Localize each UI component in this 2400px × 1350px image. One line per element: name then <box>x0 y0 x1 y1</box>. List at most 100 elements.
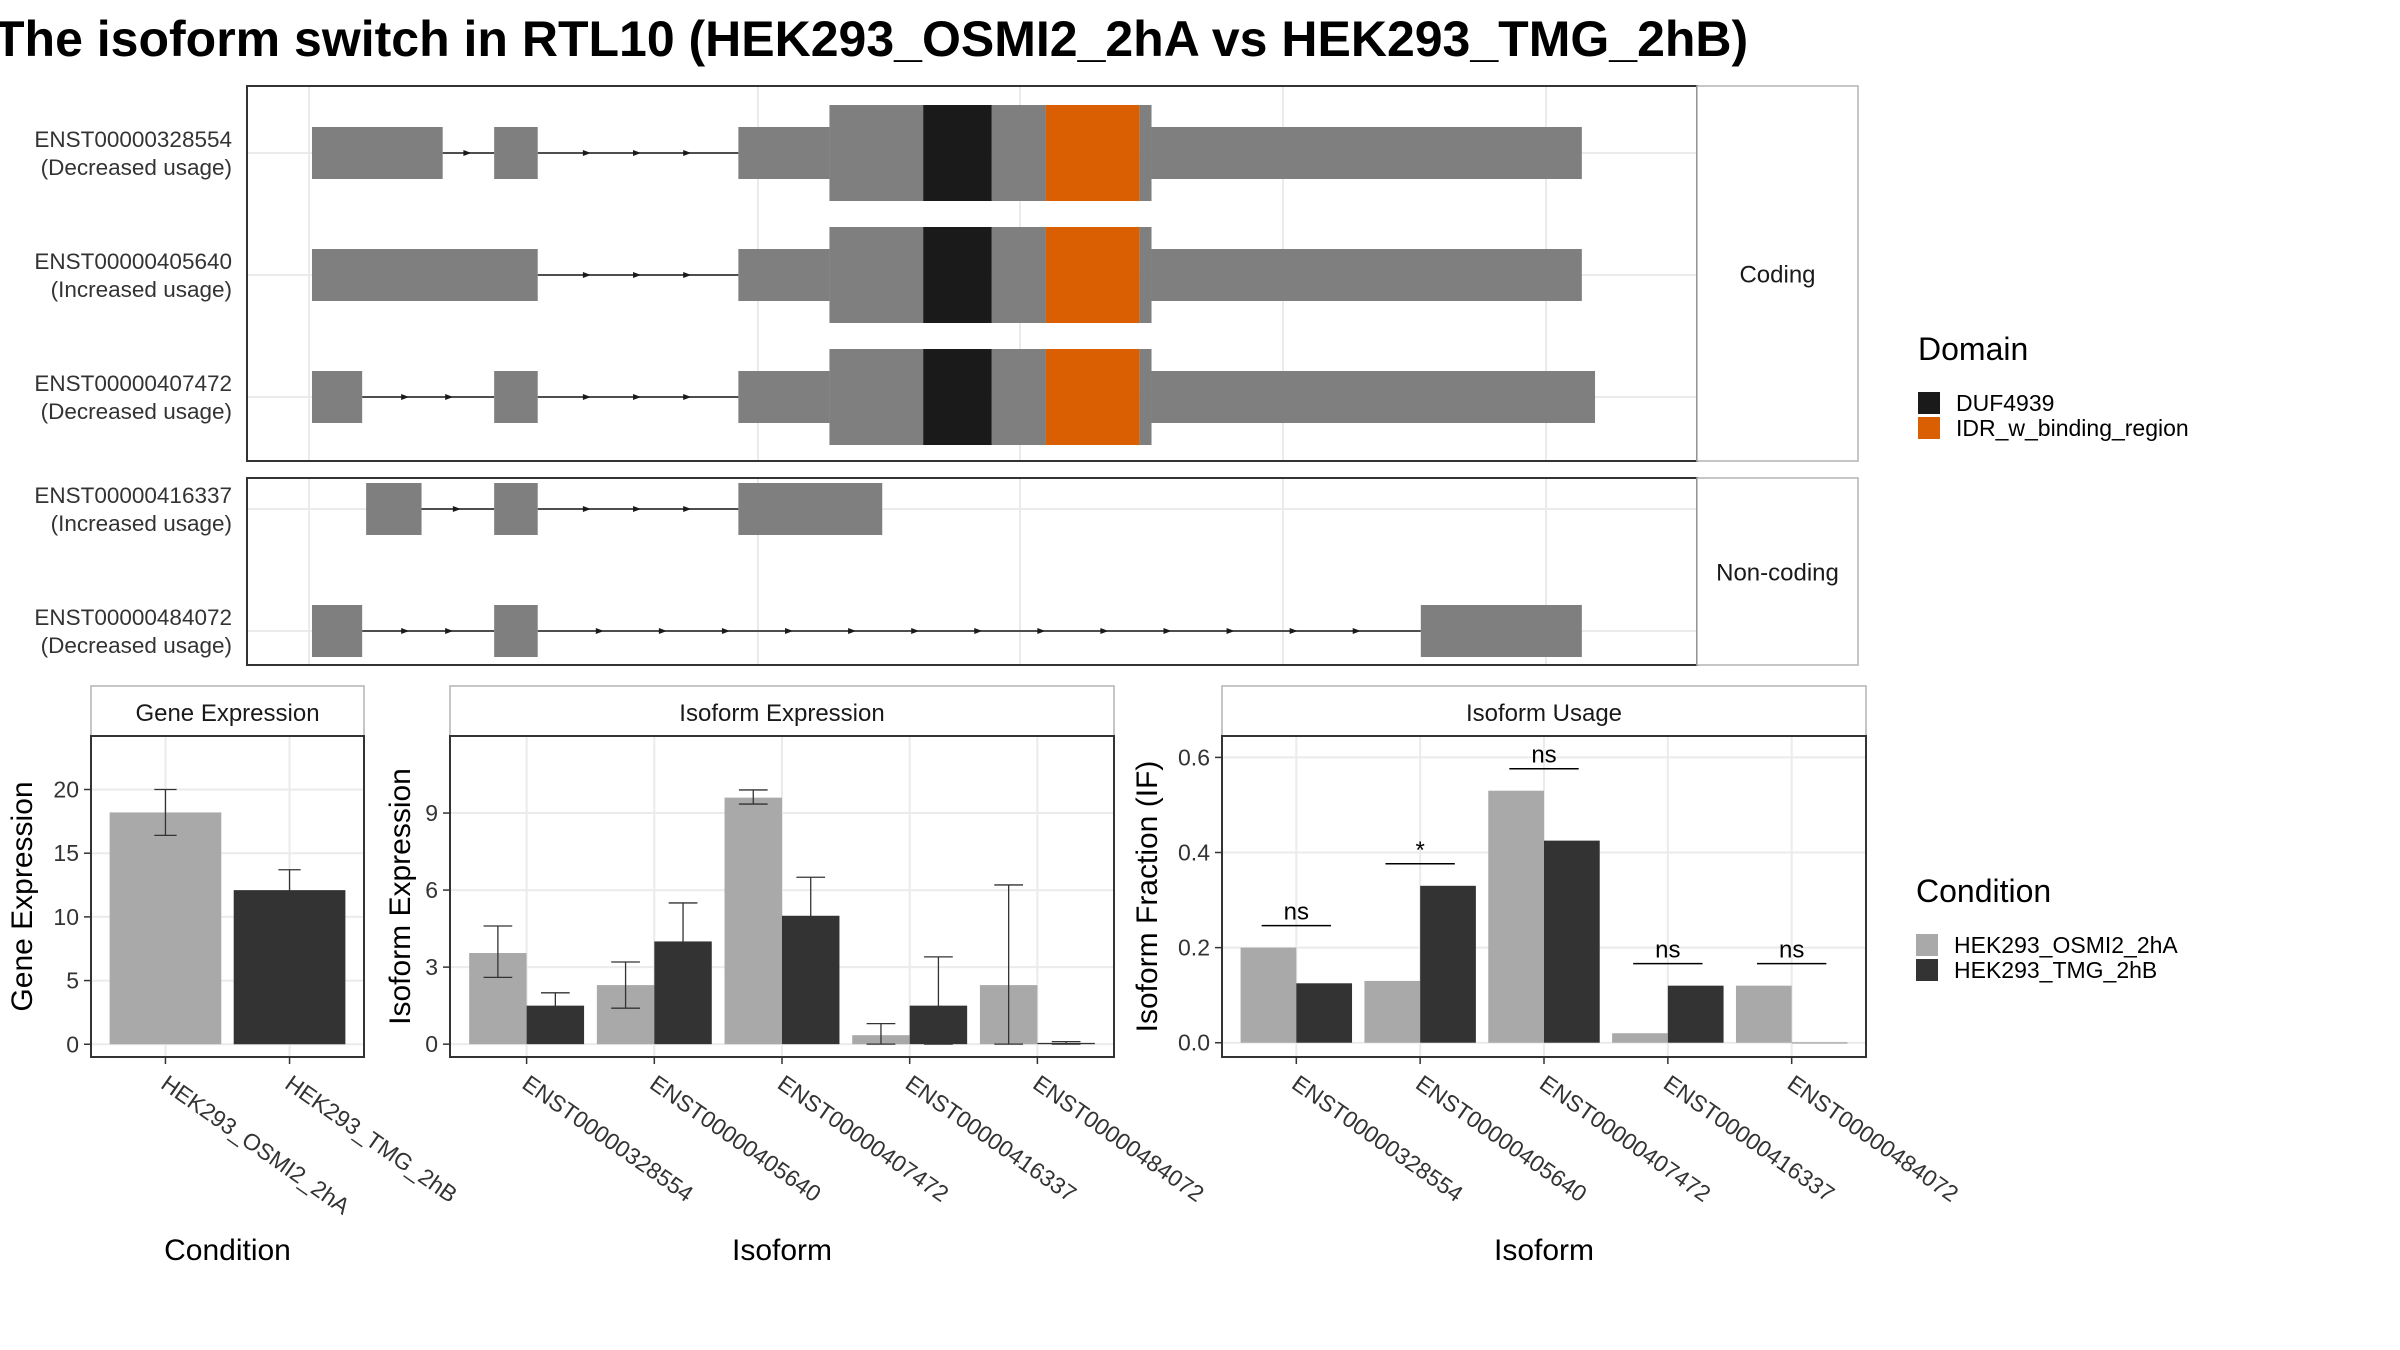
exon-block <box>829 349 924 445</box>
transcript-id-label: ENST00000484072 <box>34 605 232 630</box>
legend-label: HEK293_TMG_2hB <box>1954 957 2157 983</box>
facet-strip <box>1696 85 1859 462</box>
legend-label: HEK293_OSMI2_2hA <box>1954 932 2178 958</box>
exon-block <box>312 371 363 423</box>
legend-title: Condition <box>1916 873 2051 909</box>
intron-arrow <box>582 150 591 156</box>
intron-arrow <box>1352 628 1361 634</box>
intron-arrow <box>785 628 794 634</box>
exon-block <box>1151 127 1582 179</box>
chart-strip-label: Isoform Usage <box>1466 700 1622 727</box>
intron-arrow <box>401 394 410 400</box>
domain-block-idr_w_binding_region <box>1045 349 1140 445</box>
facet-strip <box>1696 477 1859 666</box>
bar <box>1364 980 1421 1043</box>
transcript-id-label: ENST00000328554 <box>34 127 232 152</box>
intron-arrow <box>452 506 461 512</box>
y-tick-label: 10 <box>53 904 79 930</box>
significance-label: ns <box>1284 899 1309 926</box>
x-axis-title: Isoform <box>732 1234 832 1267</box>
transcript-id-label: ENST00000407472 <box>34 371 232 396</box>
domain-block-duf4939 <box>923 227 992 323</box>
y-tick-label: 0.6 <box>1178 744 1210 770</box>
intron-arrow <box>633 506 642 512</box>
legend-swatch <box>1916 959 1938 981</box>
exon-block <box>312 249 538 301</box>
transcript-ENST00000484072 <box>312 605 1582 657</box>
y-tick-label: 0.0 <box>1178 1030 1210 1056</box>
exon-block <box>1139 349 1152 445</box>
exon-block <box>738 127 830 179</box>
bar <box>724 797 782 1045</box>
intron-arrow <box>445 628 454 634</box>
bar <box>109 812 222 1045</box>
transcript-structure-panel: Coding ENST00000328554 (Decreased usage) EN… <box>34 85 1859 666</box>
facet-strip-label: Coding <box>1739 262 1815 289</box>
y-tick-label: 0 <box>66 1031 79 1057</box>
legend-label: DUF4939 <box>1956 390 2054 416</box>
intron-arrow <box>721 628 730 634</box>
exon-block <box>1151 249 1582 301</box>
legend-title: Domain <box>1918 331 2028 367</box>
bar <box>1735 985 1792 1043</box>
chart-isoform-expression: Isoform Expression0369ENST00000328554ENS… <box>384 685 1209 1267</box>
y-axis-title: Isoform Fraction (IF) <box>1131 761 1164 1033</box>
exon-block <box>991 227 1046 323</box>
intron-arrow <box>683 150 692 156</box>
bar <box>1488 790 1544 1043</box>
facet-strip-label: Non-coding <box>1716 560 1839 587</box>
y-tick-label: 0.4 <box>1178 840 1210 866</box>
exon-block <box>991 349 1046 445</box>
legend-swatch <box>1918 417 1940 439</box>
transcript-ENST00000328554 <box>312 105 1582 201</box>
intron-arrow <box>1289 628 1298 634</box>
y-tick-label: 0.2 <box>1178 935 1210 961</box>
bar <box>1420 885 1476 1043</box>
exon-block <box>494 371 538 423</box>
significance-label: * <box>1415 837 1424 864</box>
y-tick-label: 3 <box>425 954 438 980</box>
exon-block <box>829 227 924 323</box>
expression-charts: Gene Expression05101520HEK293_OSMI2_2hAH… <box>6 685 1963 1267</box>
structure-facet-coding: Coding <box>246 85 1859 462</box>
bar <box>1240 947 1297 1043</box>
intron-arrow <box>633 150 642 156</box>
exon-block <box>1151 371 1596 423</box>
intron-arrow <box>848 628 857 634</box>
intron-arrow <box>911 628 920 634</box>
intron-arrow <box>633 394 642 400</box>
chart-strip-label: Isoform Expression <box>679 700 884 727</box>
exon-block <box>738 371 830 423</box>
exon-block <box>1139 105 1152 201</box>
figure-title: The isoform switch in RTL10 (HEK293_OSMI… <box>0 11 1748 67</box>
intron-arrow <box>1037 628 1046 634</box>
exon-block <box>991 105 1046 201</box>
exon-block <box>829 105 924 201</box>
intron-arrow <box>974 628 983 634</box>
bar <box>1791 1042 1848 1044</box>
bar <box>233 890 346 1045</box>
intron-arrow <box>445 394 454 400</box>
intron-arrow <box>582 394 591 400</box>
intron-arrow <box>683 394 692 400</box>
transcript-ENST00000407472 <box>312 349 1596 445</box>
significance-label: ns <box>1531 742 1556 769</box>
bar <box>1296 983 1353 1043</box>
intron-arrow <box>582 272 591 278</box>
transcript-id-label: ENST00000416337 <box>34 483 232 508</box>
exon-block <box>738 249 830 301</box>
bar <box>1667 985 1724 1043</box>
y-tick-label: 5 <box>66 968 79 994</box>
transcript-usage-label: (Decreased usage) <box>41 155 232 180</box>
y-axis-title: Isoform Expression <box>384 768 417 1025</box>
intron-arrow <box>1226 628 1235 634</box>
y-tick-label: 0 <box>425 1031 438 1057</box>
x-axis-title: Isoform <box>1494 1234 1594 1267</box>
x-axis-title: Condition <box>164 1234 291 1267</box>
legend-swatch <box>1918 392 1940 414</box>
chart-strip <box>90 685 365 737</box>
y-tick-label: 20 <box>53 777 79 803</box>
